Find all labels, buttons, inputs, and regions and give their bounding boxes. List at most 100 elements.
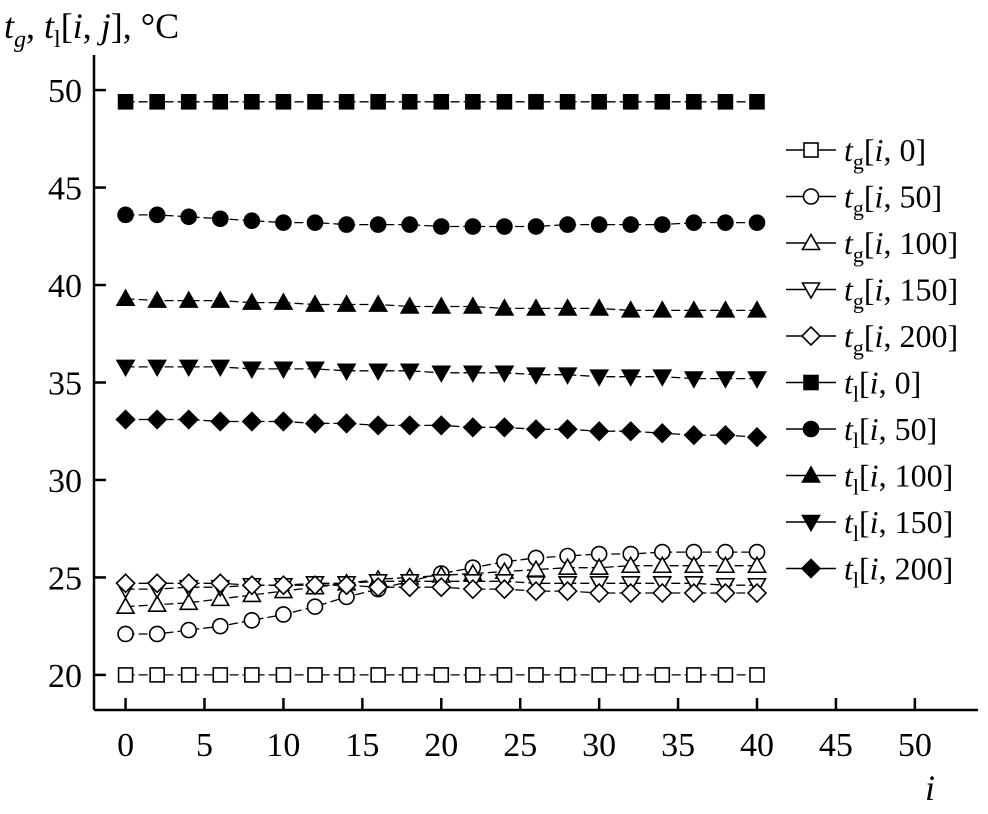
data-point — [433, 667, 450, 683]
x-tick-label: 50 — [898, 727, 932, 764]
data-point — [307, 667, 323, 683]
data-point — [749, 93, 765, 110]
data-point — [462, 296, 483, 314]
data-point — [496, 218, 513, 235]
series-line — [125, 551, 757, 635]
data-point — [591, 93, 607, 110]
data-point — [652, 582, 673, 604]
legend: tg[i, 0] tg[i, 50]tg[i, 100] tg[i, 150]tg[… — [786, 132, 958, 593]
data-point — [683, 582, 704, 604]
legend-label: tl[i, 100] — [844, 458, 953, 500]
data-point — [686, 93, 702, 110]
series-0 — [117, 667, 765, 683]
data-point — [336, 363, 357, 381]
data-point — [715, 425, 736, 446]
data-point — [178, 409, 199, 430]
data-point — [654, 93, 671, 110]
data-point — [370, 93, 386, 110]
x-ticks: 0 5 10 15 20 25 30 35 40 45 50 — [117, 698, 932, 764]
data-point — [683, 300, 704, 318]
data-point — [304, 575, 326, 596]
data-point — [148, 206, 166, 224]
data-point — [589, 557, 610, 575]
data-point — [306, 214, 324, 231]
data-point — [244, 667, 260, 683]
data-point — [431, 415, 452, 436]
y-tick-label: 30 — [48, 463, 82, 500]
y-tick-label: 35 — [48, 366, 82, 403]
legend-marker — [800, 325, 822, 347]
legend-marker — [802, 188, 820, 205]
data-point — [305, 294, 325, 312]
legend-marker — [801, 232, 821, 251]
data-point — [747, 300, 767, 318]
data-point — [432, 218, 450, 235]
data-point — [652, 555, 673, 574]
data-point — [589, 369, 610, 387]
data-point — [399, 363, 420, 381]
data-point — [211, 617, 229, 635]
data-point — [117, 667, 134, 683]
data-point — [589, 421, 610, 442]
legend-marker — [803, 374, 819, 391]
data-point — [210, 359, 231, 378]
y-ticks: 20 25 30 35 40 45 50 — [48, 73, 106, 695]
data-point — [559, 216, 576, 233]
data-point — [686, 667, 702, 683]
data-point — [147, 573, 168, 594]
x-tick-label: 40 — [740, 727, 774, 764]
data-point — [180, 667, 197, 683]
data-point — [368, 294, 389, 312]
data-point — [147, 594, 168, 613]
data-point — [180, 93, 197, 110]
legend-marker — [801, 465, 821, 483]
series-4 — [115, 573, 768, 604]
data-point — [527, 218, 545, 235]
data-point — [117, 625, 134, 643]
data-point — [557, 367, 578, 385]
data-point — [747, 371, 767, 389]
data-point — [401, 93, 418, 110]
data-point — [620, 555, 641, 574]
data-point — [304, 413, 326, 434]
data-point — [715, 555, 736, 574]
data-point — [715, 371, 736, 389]
data-point — [589, 582, 610, 604]
data-point — [244, 93, 260, 110]
data-point — [557, 298, 578, 316]
data-point — [368, 363, 389, 381]
data-point — [241, 575, 262, 596]
data-point — [683, 555, 704, 574]
data-point — [557, 419, 578, 440]
legend-marker — [803, 142, 819, 158]
data-point — [496, 667, 513, 683]
data-point — [273, 292, 294, 310]
series-layer — [115, 93, 768, 683]
data-point — [748, 214, 766, 231]
data-point — [462, 417, 483, 438]
legend-label: tg[i, 100] — [844, 225, 958, 267]
legend-marker — [801, 282, 821, 300]
legend-entry: tl[i, 50] — [786, 411, 937, 453]
data-point — [338, 216, 355, 233]
data-point — [431, 296, 452, 314]
data-point — [336, 294, 357, 312]
legend-marker — [800, 558, 822, 579]
legend-entry: tg[i, 50] — [786, 179, 942, 221]
legend-entry: tg[i, 0] — [786, 132, 926, 174]
data-point — [654, 667, 671, 683]
data-point — [557, 557, 578, 575]
y-axis-title: tg, tl[i, j], °C — [4, 6, 179, 53]
legend-entry: tl[i, 0] — [786, 365, 921, 407]
data-point — [147, 290, 168, 308]
data-point — [494, 298, 515, 316]
data-point — [210, 290, 231, 308]
data-point — [147, 359, 168, 378]
data-point — [212, 667, 229, 683]
legend-label: tg[i, 0] — [844, 132, 926, 174]
data-point — [717, 667, 734, 683]
data-point — [115, 573, 136, 594]
legend-entry: tl[i, 100] — [786, 458, 953, 500]
data-point — [431, 577, 452, 598]
y-tick-label: 20 — [48, 658, 82, 695]
